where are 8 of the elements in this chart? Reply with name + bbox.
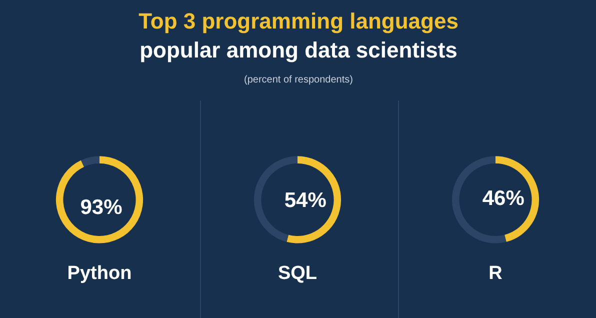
slice-label: Python — [67, 263, 132, 284]
slice-label: SQL — [278, 263, 318, 284]
data-label: 46% — [482, 187, 525, 210]
data-label: 54% — [284, 189, 327, 212]
slice-label: R — [488, 263, 503, 284]
text: Top 3 programming languages popular among data scientists — [138, 8, 458, 62]
data-label: 93% — [80, 196, 123, 219]
text: (percent of respondents) — [244, 74, 353, 86]
